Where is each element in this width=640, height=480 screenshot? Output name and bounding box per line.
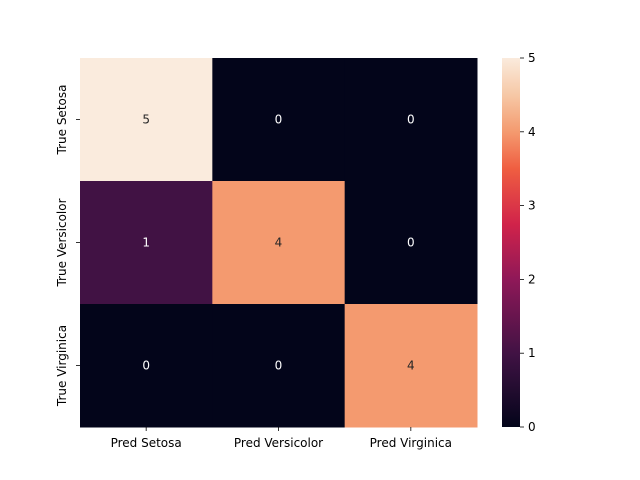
colorbar-tick-label: 3 [528,199,536,213]
colorbar-tick-label: 4 [528,125,536,139]
colorbar-tick-label: 0 [528,420,536,434]
x-tick-label: Pred Virginica [370,436,452,450]
heatmap-cell-0-0 [80,58,213,182]
heatmap-cell-1-2 [344,181,478,305]
colorbar-tick-label: 1 [528,346,536,360]
y-tick-label: True Setosa [55,85,69,156]
cell-value-label: 0 [407,113,415,127]
heatmap-cell-2-1 [212,304,346,428]
cell-value-label: 4 [275,236,283,250]
y-axis: True Setosa True Versicolor True Virginica [55,85,80,407]
x-tick-label: Pred Setosa [111,436,182,450]
cell-value-label: 0 [275,359,283,373]
x-tick-label: Pred Versicolor [234,436,323,450]
heatmap-cell-2-2 [344,304,478,428]
heatmap-cell-0-2 [344,58,478,182]
heatmap-cell-2-0 [80,304,213,428]
cell-value-label: 0 [407,236,415,250]
colorbar-tick-label: 5 [528,51,536,65]
heatmap-cell-1-0 [80,181,213,305]
colorbar-gradient [502,58,520,427]
cell-value-label: 4 [407,359,415,373]
y-tick-label: True Virginica [55,325,69,407]
x-axis: Pred Setosa Pred Versicolor Pred Virginica [111,427,452,450]
cell-value-label: 1 [142,236,150,250]
colorbar: 0 1 2 3 4 5 [502,51,536,434]
cell-value-label: 0 [142,359,150,373]
cell-value-label: 5 [142,113,150,127]
colorbar-tick-label: 2 [528,272,536,286]
y-tick-label: True Versicolor [55,198,69,287]
cell-value-label: 0 [275,113,283,127]
heatmap: 5 0 0 1 4 0 0 0 4 [80,58,478,428]
heatmap-cell-1-1 [212,181,346,305]
heatmap-cell-0-1 [212,58,346,182]
